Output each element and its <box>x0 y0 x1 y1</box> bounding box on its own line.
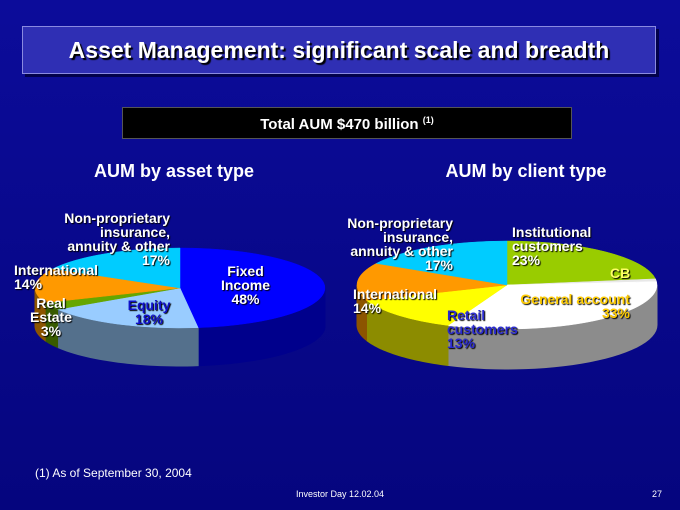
slice-name: CB <box>610 265 631 281</box>
slice-name: Equity <box>127 297 171 313</box>
slice-label: Fixed Income 48% <box>213 264 278 306</box>
slice-value: 17% <box>141 252 170 268</box>
slice-value: 3% <box>40 323 62 339</box>
slice-value: 17% <box>424 257 453 273</box>
slice-value: 33% <box>601 305 630 321</box>
slice-label: General account 33% <box>510 292 630 320</box>
slice-name: Real Estate <box>29 295 73 325</box>
slice-value: 14% <box>353 300 382 316</box>
title-band: Asset Management: significant scale and … <box>22 26 656 74</box>
subtitle-box: Total AUM $470 billion (1) <box>122 107 572 139</box>
slice-label: Non-proprietary insurance, annuity & oth… <box>55 211 170 267</box>
slice-label: CB <box>610 266 640 280</box>
slice-label: Retail customers 13% <box>447 308 527 350</box>
slice-name: General account <box>520 291 630 307</box>
slice-label: Equity 18% <box>118 298 180 326</box>
slice-value: 13% <box>447 335 476 351</box>
subtitle-text: Total AUM $470 billion <box>260 116 419 133</box>
slice-label: Real Estate 3% <box>26 296 76 338</box>
slice-name: International <box>14 262 99 278</box>
footnote: (1) As of September 30, 2004 <box>35 466 192 480</box>
page-number: 27 <box>651 489 662 499</box>
slice-label: International 14% <box>14 263 114 291</box>
slide-title: Asset Management: significant scale and … <box>68 37 610 63</box>
pie-slice <box>506 240 656 286</box>
slice-name: Non-proprietary insurance, annuity & oth… <box>347 215 453 259</box>
slice-value: 23% <box>512 252 541 268</box>
chart-title: AUM by client type <box>445 161 607 181</box>
pie-slice <box>365 284 508 326</box>
slice-name: Fixed Income <box>220 263 270 293</box>
pie-slice <box>56 287 199 329</box>
slice-value: 14% <box>14 276 43 292</box>
slice-name: Institutional customers <box>512 224 592 254</box>
pie-slice <box>356 263 508 301</box>
slice-name: Non-proprietary insurance, annuity & oth… <box>64 210 170 254</box>
slice-label: Institutional customers 23% <box>512 225 622 267</box>
chart-title: AUM by asset type <box>93 161 255 181</box>
slice-name: Retail customers <box>447 307 518 337</box>
pie-slice <box>375 240 508 286</box>
pie-slice <box>447 281 658 330</box>
slice-name: International <box>353 286 438 302</box>
pie-slice <box>52 247 181 289</box>
pie-slice <box>34 268 181 303</box>
slice-label: Non-proprietary insurance, annuity & oth… <box>338 216 453 272</box>
slice-label: International 14% <box>353 287 453 315</box>
subtitle: Total AUM $470 billion (1) <box>123 115 571 133</box>
slice-value: 48% <box>231 291 260 307</box>
footer: Investor Day 12.02.04 <box>295 489 385 499</box>
subtitle-note: (1) <box>422 115 434 125</box>
slice-value: 18% <box>134 311 164 327</box>
pie-slice <box>179 247 326 328</box>
